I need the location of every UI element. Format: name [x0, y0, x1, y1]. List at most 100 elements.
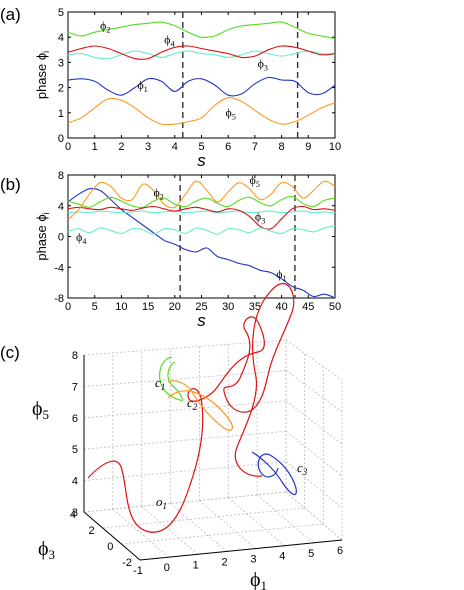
y-tick-label: 2	[58, 83, 64, 95]
grid-line-x	[170, 503, 227, 552]
x-tick-label: 5	[92, 301, 98, 313]
grid-line-x	[256, 494, 314, 544]
series-line-phi3	[67, 210, 336, 214]
series-label-phi5: ϕ5	[250, 173, 260, 189]
x-tick-label: 50	[329, 301, 341, 313]
series-label-phi5: ϕ5	[226, 106, 236, 122]
panel-c-grid	[83, 339, 343, 561]
x-tick-label: 4	[279, 551, 285, 563]
grid-line-z	[83, 430, 287, 450]
series-label-phi4: ϕ4	[76, 230, 86, 246]
y-tick-label: 0	[58, 133, 64, 145]
x-tick-label: 1	[193, 559, 199, 571]
panel-c-zlabel: ϕ5	[32, 398, 49, 422]
grid-line-x	[199, 500, 256, 549]
x-tick-label: 10	[115, 301, 127, 313]
x-tick-label: 45	[302, 301, 314, 313]
z-tick-label: 4	[72, 476, 78, 488]
z-tick-label: 7	[72, 381, 78, 393]
series-label-phi1: ϕ1	[137, 78, 147, 94]
panel-a-ylabel: phase ϕi	[34, 51, 51, 99]
y-tick-label: 0	[107, 541, 113, 553]
series-line-phi3	[67, 50, 336, 60]
curve-c3	[251, 451, 297, 496]
y-tick-label: 2	[89, 525, 95, 537]
panel-a-vlines	[182, 12, 299, 138]
panel-label-c: (c)	[0, 343, 20, 362]
grid-line-z	[285, 461, 343, 509]
y-tick-label: -2	[122, 557, 132, 569]
grid-line-y	[83, 491, 287, 513]
series-label-phi3: ϕ3	[255, 209, 265, 225]
grid-line-x	[141, 505, 198, 555]
grid-line-x	[228, 497, 285, 547]
x-tick-label: 25	[195, 301, 207, 313]
panel-b-series	[67, 180, 336, 299]
series-label-phi3: ϕ3	[258, 56, 268, 72]
panel-a-series	[67, 21, 336, 126]
axis-phi3	[83, 511, 141, 561]
x-tick-label: 5	[308, 548, 314, 560]
panel-b-xlabel: s	[197, 311, 206, 330]
y-tick-label: 1	[58, 108, 64, 120]
z-tick-label: 6	[72, 413, 78, 425]
series-label-phi2: ϕ2	[153, 186, 163, 202]
series-line-phi2	[67, 21, 336, 40]
y-tick-label: 4	[70, 509, 76, 521]
x-tick-label: 5	[198, 141, 204, 153]
x-tick-label: 15	[142, 301, 154, 313]
x-tick-label: 6	[225, 141, 231, 153]
panel-label-a: (a)	[0, 5, 21, 24]
y-tick-label: 0	[58, 232, 64, 244]
x-tick-label: 40	[275, 301, 287, 313]
curve-o1	[87, 283, 295, 533]
curve-label-o1: o1	[156, 494, 167, 511]
panel-a-ticks: 0 1 2 3 4 5 6 7 8 9 10 0 1 2 3 4 5	[58, 7, 341, 153]
z-tick-label: 5	[72, 444, 78, 456]
axis-phi1	[139, 539, 343, 561]
x-tick-label: 8	[279, 141, 285, 153]
series-line-phi4	[67, 205, 336, 230]
x-tick-label: 35	[249, 301, 261, 313]
x-tick-label: 30	[222, 301, 234, 313]
series-line-phi4	[67, 45, 336, 60]
series-line-phi5	[67, 97, 336, 126]
grid-line-x	[112, 508, 170, 558]
grid-line-z	[285, 400, 343, 445]
z-tick-label: 3	[72, 507, 78, 519]
panel-c-curve-labels: c1 c2 c3 o1	[155, 375, 308, 511]
series-label-phi4: ϕ4	[164, 33, 174, 49]
series-line-phi3	[67, 225, 336, 235]
x-tick-label: 6	[337, 545, 343, 557]
grid-line-z	[83, 370, 287, 387]
x-tick-label: 7	[252, 141, 258, 153]
x-tick-label: 0	[65, 141, 71, 153]
x-tick-label: 3	[145, 141, 151, 153]
panel-b-ticks: 0 5 10 15 20 25 30 35 40 45 50 -8 -4 0 4 8	[54, 170, 341, 313]
grid-line-y	[121, 523, 324, 545]
panel-c-ylabel: ϕ3	[38, 538, 55, 562]
panel-b-chart: 0 5 10 15 20 25 30 35 40 45 50 -8 -4 0 4 8 ϕ2 ϕ5 ϕ3 ϕ4 ϕ1 p…	[34, 170, 341, 330]
y-tick-label: 4	[58, 201, 64, 213]
x-tick-label: 4	[172, 141, 178, 153]
grid-line-z	[285, 339, 343, 381]
y-tick-label: -8	[54, 293, 64, 305]
x-tick-label: 9	[305, 141, 311, 153]
curve-label-c2: c2	[187, 395, 198, 412]
curve-c2	[167, 380, 233, 431]
y-tick-label: 5	[58, 7, 64, 19]
series-line-phi2	[67, 195, 336, 209]
x-tick-label: 3	[250, 554, 256, 566]
series-line-phi5	[67, 180, 336, 221]
y-tick-label: 8	[58, 170, 64, 182]
panel-a-xlabel: s	[197, 151, 206, 170]
panel-c-curves	[87, 283, 297, 533]
panel-c-xlabel: ϕ1	[250, 569, 267, 590]
series-label-phi2: ϕ2	[100, 19, 110, 35]
series-label-phi1: ϕ1	[276, 267, 286, 283]
panel-b-series-labels: ϕ2 ϕ5 ϕ3 ϕ4 ϕ1	[76, 173, 287, 283]
panel-label-b: (b)	[0, 175, 21, 194]
x-tick-label: 0	[65, 301, 71, 313]
